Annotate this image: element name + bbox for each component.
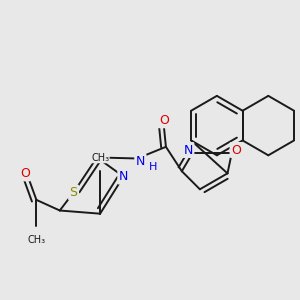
Text: O: O [231,143,241,157]
Text: CH₃: CH₃ [91,153,109,163]
Text: N: N [119,170,128,183]
Text: N: N [184,143,193,157]
Text: O: O [159,114,169,127]
Text: CH₃: CH₃ [27,235,46,245]
Text: H: H [149,162,157,172]
Text: S: S [70,186,78,199]
Text: O: O [20,167,30,180]
Text: N: N [136,155,145,168]
